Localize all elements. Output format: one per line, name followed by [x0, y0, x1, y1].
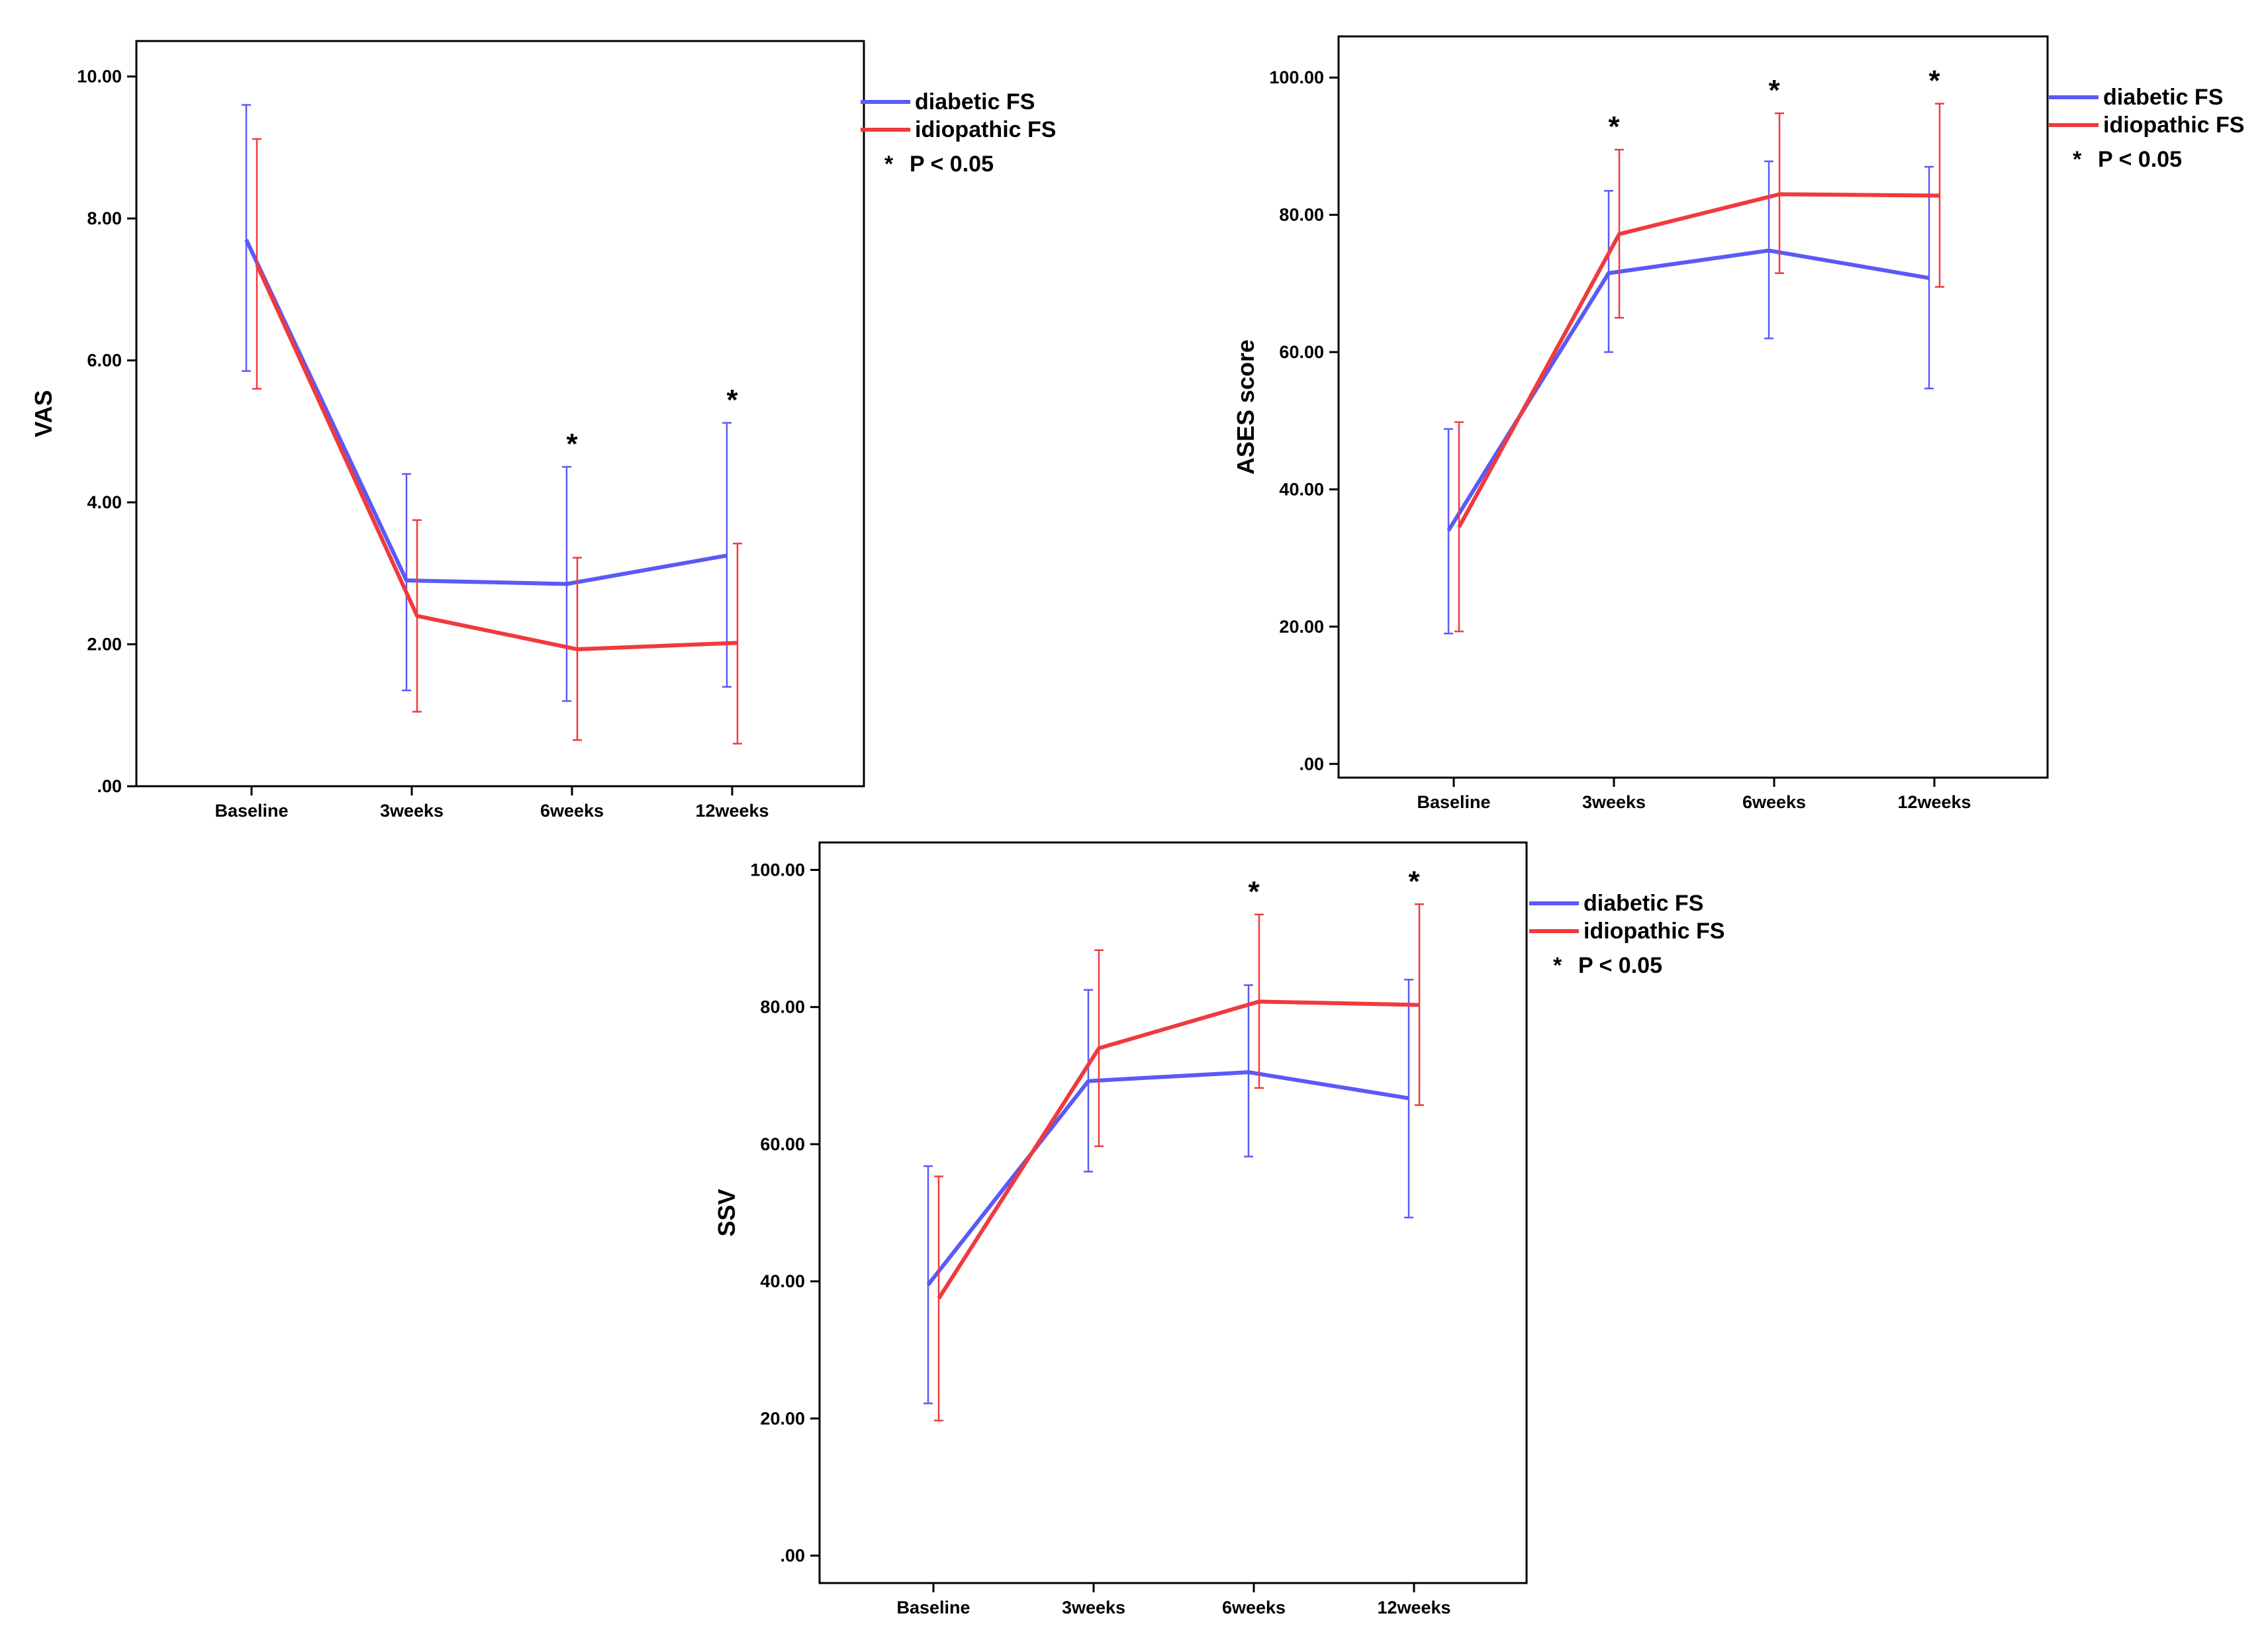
y-axis-label: SSV [713, 1189, 740, 1236]
legend-note-marker: * [2073, 147, 2082, 172]
plot-frame [818, 841, 1528, 1584]
chart-2: .00 20.00 40.00 60.00 80.00 100.00 Baseline 3we… [1232, 35, 2244, 812]
plot-frame [1337, 35, 2049, 779]
x-tick-label: 3weeks [1062, 1598, 1125, 1617]
series-diabetic [1444, 160, 1934, 635]
legend-note-marker: * [1553, 953, 1562, 978]
y-tick-label: 60.00 [1279, 342, 1324, 362]
legend-note-text: P < 0.05 [2098, 147, 2182, 172]
x-tick-label: 12weeks [1377, 1598, 1450, 1617]
plot-frame [135, 40, 865, 788]
x-tick-label: 12weeks [695, 801, 769, 821]
y-axis-label: VAS [30, 390, 57, 437]
y-tick-label: 4.00 [87, 492, 122, 512]
legend-label: idiopathic FS [2103, 113, 2244, 138]
y-tick-label: 80.00 [760, 997, 805, 1017]
x-tick-label: 6weeks [1222, 1598, 1286, 1617]
series-diabetic [923, 978, 1413, 1404]
y-tick-label: 8.00 [87, 208, 122, 228]
legend-note-text: P < 0.05 [1578, 953, 1662, 978]
legend-label: idiopathic FS [915, 117, 1056, 142]
x-tick-label: 3weeks [380, 801, 444, 821]
series-diabetic [242, 104, 732, 702]
y-tick-label: .00 [780, 1546, 805, 1566]
series-idiopathic [252, 138, 742, 745]
series-idiopathic [934, 903, 1424, 1422]
legend: diabetic FS idiopathic FS * P < 0.05 [1529, 891, 1725, 978]
y-tick-label: 40.00 [760, 1271, 805, 1291]
x-tick-label: Baseline [1417, 792, 1490, 812]
legend-note-text: P < 0.05 [910, 152, 994, 177]
x-tick-label: 6weeks [1742, 792, 1806, 812]
significance-star: * [1768, 74, 1780, 107]
x-tick-label: 3weeks [1582, 792, 1646, 812]
y-tick-label: 6.00 [87, 351, 122, 371]
y-tick-label: 2.00 [87, 635, 122, 655]
series-line [1457, 192, 1940, 528]
y-tick-label: 100.00 [750, 860, 805, 880]
legend: diabetic FS idiopathic FS * P < 0.05 [861, 89, 1056, 177]
series-line [244, 238, 728, 586]
series-idiopathic [1454, 103, 1944, 633]
series-line [1446, 248, 1930, 532]
significance-star: * [1408, 865, 1420, 897]
x-tick-label: 12weeks [1897, 792, 1971, 812]
legend-note-marker: * [884, 152, 894, 177]
y-tick-label: 40.00 [1279, 479, 1324, 499]
y-tick-label: 20.00 [760, 1408, 805, 1428]
significance-star: * [1248, 876, 1260, 908]
series-line [926, 1070, 1409, 1287]
y-tick-label: 10.00 [77, 67, 122, 87]
significance-star: * [1928, 65, 1940, 97]
legend-label: diabetic FS [915, 89, 1035, 114]
x-tick-label: Baseline [214, 801, 288, 821]
y-tick-label: 20.00 [1279, 617, 1324, 637]
legend-label: diabetic FS [2103, 85, 2223, 110]
significance-star: * [1608, 111, 1620, 143]
x-tick-label: Baseline [896, 1598, 970, 1617]
y-tick-label: 80.00 [1279, 205, 1324, 225]
x-tick-label: 6weeks [540, 801, 604, 821]
legend-label: diabetic FS [1583, 891, 1703, 916]
y-tick-label: .00 [1299, 754, 1324, 774]
y-tick-label: .00 [97, 776, 122, 796]
legend: diabetic FS idiopathic FS * P < 0.05 [2049, 85, 2244, 172]
y-axis-label: ASES score [1232, 340, 1259, 475]
y-tick-label: 60.00 [760, 1134, 805, 1154]
significance-star: * [566, 428, 578, 460]
chart-1: .00 2.00 4.00 6.00 8.00 10.00 Baseline 3weeks 6w… [30, 40, 1056, 821]
y-tick-label: 100.00 [1269, 68, 1324, 87]
significance-star: * [726, 384, 738, 416]
chart-3: .00 20.00 40.00 60.00 80.00 100.00 Baseline 3we… [713, 841, 1725, 1617]
legend-label: idiopathic FS [1583, 919, 1725, 944]
series-line [255, 263, 738, 652]
series-line [937, 999, 1420, 1300]
